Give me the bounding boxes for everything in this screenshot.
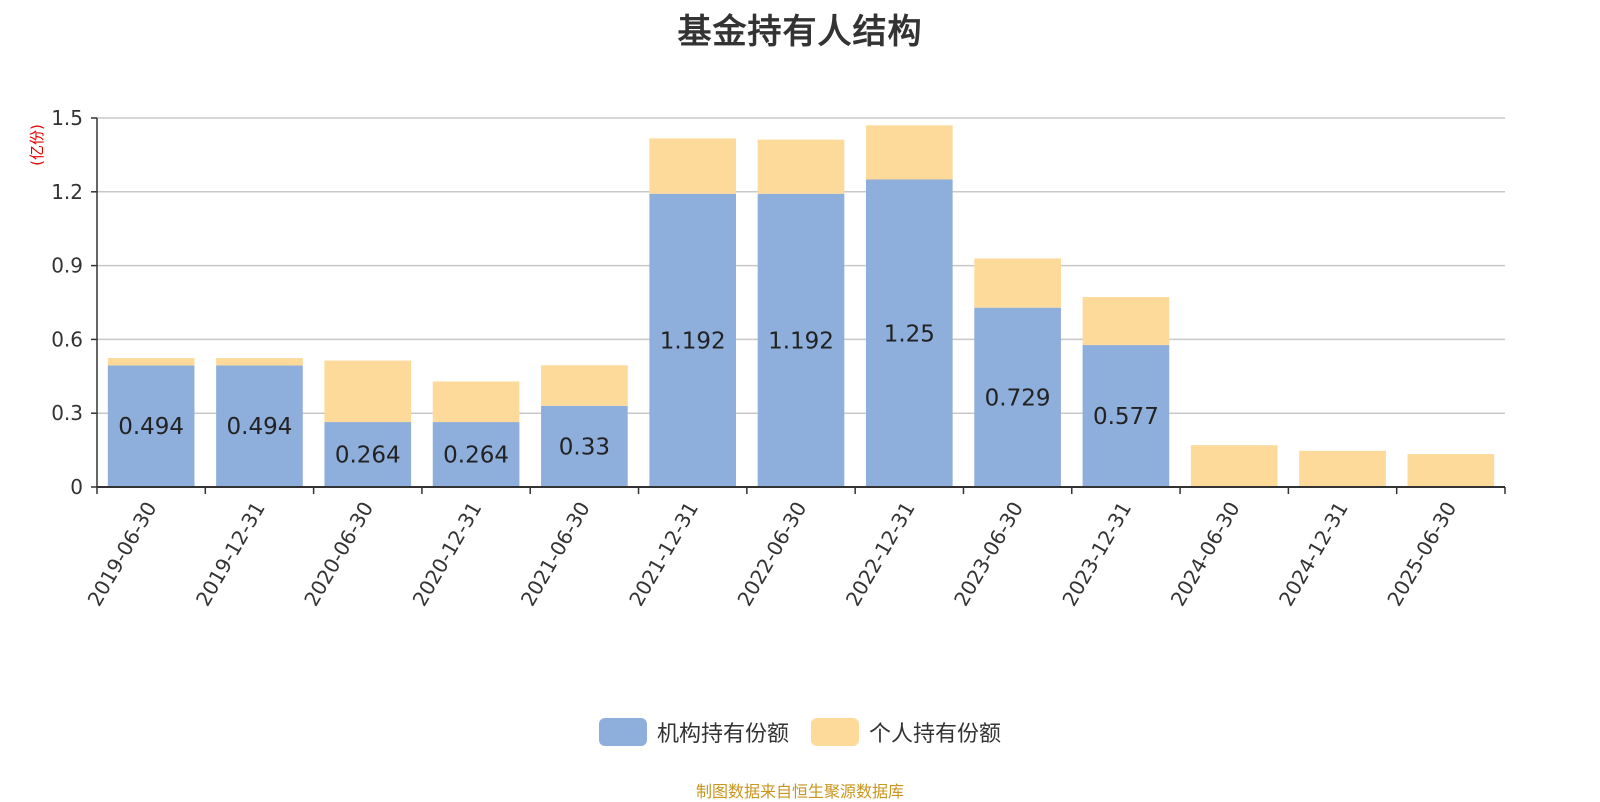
data-label: 0.577 xyxy=(1093,404,1159,430)
bar-institutional xyxy=(974,307,1061,487)
bar-institutional xyxy=(649,193,737,487)
source-note: 制图数据来自恒生聚源数据库 xyxy=(695,782,904,801)
legend-item-individual[interactable]: 个人持有份额 xyxy=(811,716,1001,748)
x-tick-label: 2023-06-30 xyxy=(949,498,1028,611)
y-tick-label: 0.3 xyxy=(51,401,83,425)
bar-individual xyxy=(216,358,303,366)
data-label: 0.264 xyxy=(443,443,509,469)
bar-individual xyxy=(757,139,845,194)
y-tick-label: 0.9 xyxy=(51,254,83,278)
data-label: 0.33 xyxy=(559,434,610,460)
bar-individual xyxy=(107,358,195,366)
legend-label-individual: 个人持有份额 xyxy=(869,722,1002,747)
legend: 机构持有份额 个人持有份额 xyxy=(0,716,1600,748)
bar-individual xyxy=(1407,454,1495,487)
y-tick-label: 0 xyxy=(70,475,83,499)
bars: 0.494 0.494 0.264 0.264 0.33 1.192 1.192 1.25 0.… xyxy=(107,125,1495,487)
bar-institutional xyxy=(107,365,195,487)
legend-label-institutional: 机构持有份额 xyxy=(656,722,789,747)
x-tick-label: 2025-06-30 xyxy=(1382,498,1461,611)
bar-individual xyxy=(1190,445,1278,487)
bar-institutional xyxy=(324,422,412,487)
bar-institutional xyxy=(432,422,520,487)
legend-swatch-institutional xyxy=(598,718,647,746)
bar-institutional xyxy=(865,179,953,487)
x-tick-label: 2022-12-31 xyxy=(841,498,920,611)
data-label: 0.494 xyxy=(227,414,293,440)
x-tick-label: 2024-12-31 xyxy=(1274,498,1353,611)
y-tick-label: 1.2 xyxy=(51,180,83,204)
y-tick-label: 1.5 xyxy=(51,106,83,130)
data-label: 1.192 xyxy=(768,328,834,354)
x-tick-label: 2020-12-31 xyxy=(408,498,487,611)
bar-institutional xyxy=(541,405,628,487)
x-tick-label: 2019-12-31 xyxy=(191,498,270,611)
bar-institutional xyxy=(1082,345,1170,487)
bar-individual xyxy=(974,258,1061,308)
bar-individual xyxy=(1299,450,1386,487)
bar-institutional xyxy=(216,365,303,487)
bar-individual xyxy=(324,360,412,423)
data-label: 0.729 xyxy=(985,385,1051,411)
y-axis-unit: (亿份) xyxy=(28,124,46,166)
x-tick-label: 2023-12-31 xyxy=(1057,498,1136,611)
legend-swatch-individual xyxy=(811,718,859,746)
data-label: 0.494 xyxy=(118,414,184,440)
bar-institutional xyxy=(757,193,845,487)
bar-individual xyxy=(432,381,520,423)
x-tick-label: 2020-06-30 xyxy=(299,498,378,611)
x-tick-label: 2019-06-30 xyxy=(83,498,162,611)
chart-title: 基金持有人结构 xyxy=(677,12,923,52)
data-label: 1.25 xyxy=(884,321,935,347)
x-tick-label: 2021-12-31 xyxy=(624,498,703,611)
data-label: 0.264 xyxy=(335,443,401,469)
data-label: 1.192 xyxy=(660,328,726,354)
bar-individual xyxy=(541,365,628,406)
y-tick-label: 0.6 xyxy=(51,327,83,351)
legend-item-institutional[interactable]: 机构持有份额 xyxy=(598,716,789,748)
bar-individual xyxy=(865,125,953,180)
bar-individual xyxy=(1082,297,1170,346)
x-tick-label: 2022-06-30 xyxy=(732,498,811,611)
bar-individual xyxy=(649,138,737,194)
x-tick-label: 2024-06-30 xyxy=(1166,498,1245,611)
x-tick-label: 2021-06-30 xyxy=(516,498,595,611)
